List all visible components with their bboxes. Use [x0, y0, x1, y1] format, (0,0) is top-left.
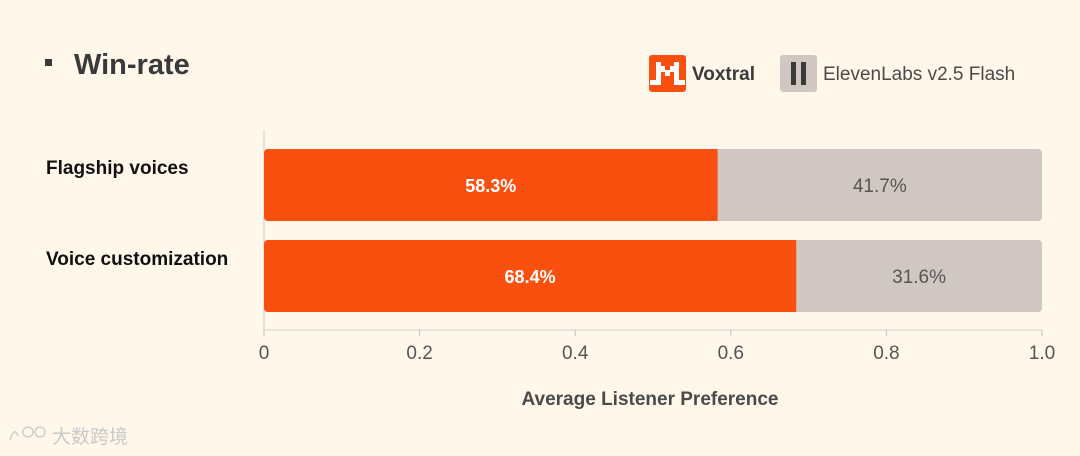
data-label-voxtral: 58.3% — [465, 176, 516, 196]
legend-item-elevenlabs: ElevenLabs v2.5 Flash — [780, 55, 1015, 92]
legend-label-elevenlabs: ElevenLabs v2.5 Flash — [823, 64, 1015, 85]
x-tick-label: 0.2 — [406, 343, 432, 364]
data-label-elevenlabs: 31.6% — [892, 267, 946, 288]
title-bullet-icon — [45, 59, 52, 66]
plot-area: 0 0.2 0.4 0.6 0.8 1.0 Flagship voices 58.3% 41.7… — [46, 130, 1055, 364]
x-tick-label: 0.6 — [718, 343, 744, 364]
watermark: 大数跨境 — [9, 426, 128, 448]
bar-voxtral — [264, 240, 797, 312]
x-tick-label: 0.4 — [562, 343, 589, 364]
bar-voxtral-edge — [790, 240, 797, 312]
category-label: Flagship voices — [46, 158, 189, 179]
data-label-voxtral: 68.4% — [505, 267, 556, 287]
x-axis-label: Average Listener Preference — [522, 389, 779, 410]
x-tick-label: 1.0 — [1029, 343, 1055, 364]
brand-logo-icon — [9, 426, 46, 441]
x-tick-label: 0.8 — [873, 343, 899, 364]
data-label-elevenlabs: 41.7% — [853, 176, 907, 197]
watermark-text: 大数跨境 — [52, 426, 128, 448]
bar-voxtral-edge — [711, 149, 718, 221]
category-label: Voice customization — [46, 249, 228, 270]
legend-label-voxtral: Voxtral — [692, 64, 755, 85]
mistral-logo-icon — [649, 55, 686, 92]
x-tick-label: 0 — [259, 343, 270, 364]
bar-voxtral — [264, 149, 718, 221]
chart-title: Win-rate — [74, 49, 190, 81]
elevenlabs-logo-icon — [780, 55, 817, 92]
legend-item-voxtral: Voxtral — [649, 55, 755, 92]
